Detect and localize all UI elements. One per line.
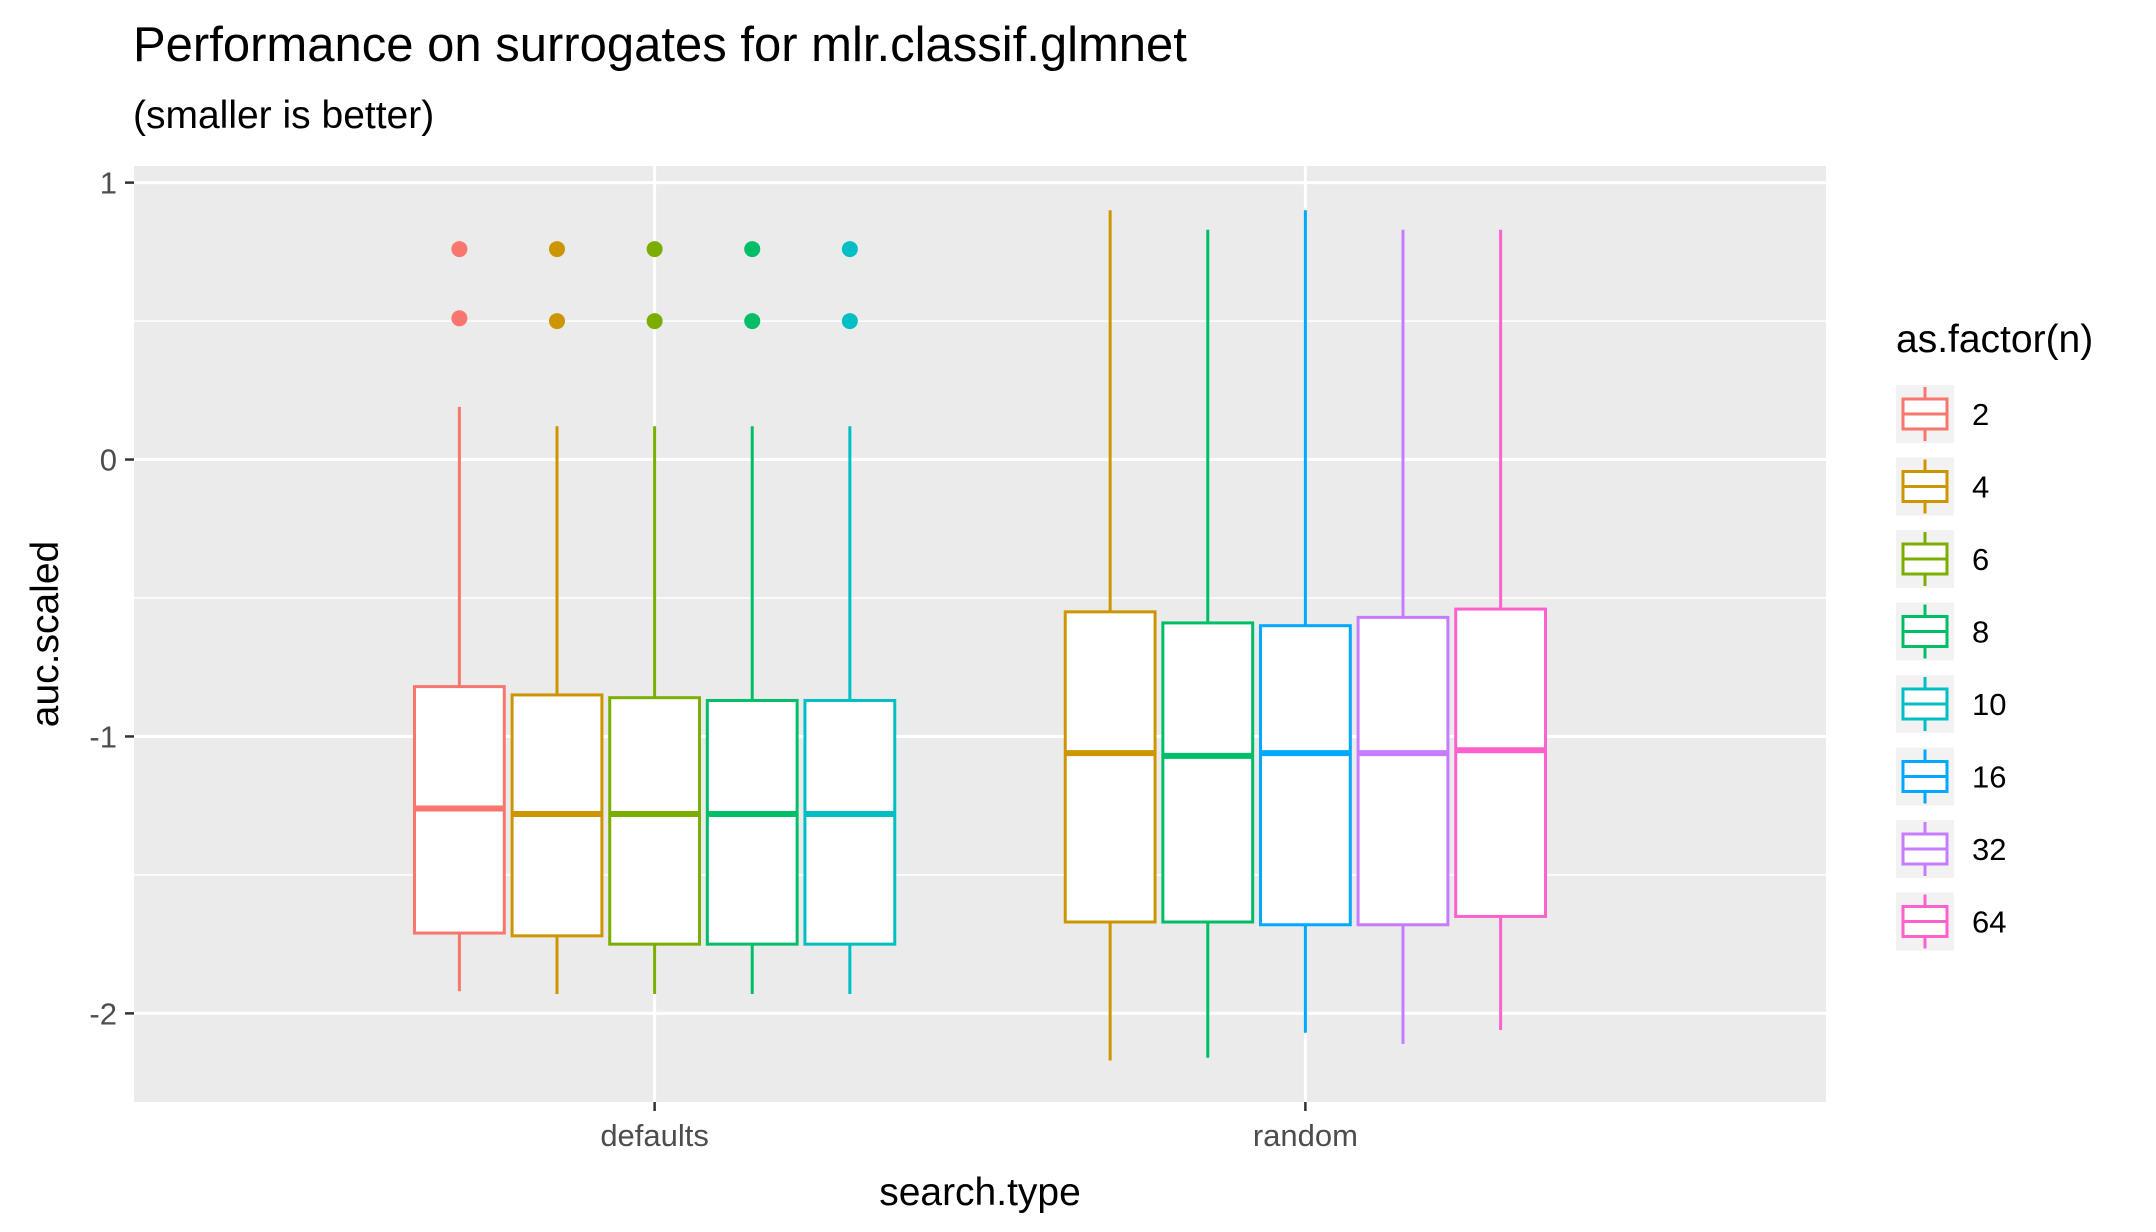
legend-key-10: 10 — [1896, 675, 2006, 733]
legend-key-4: 4 — [1896, 457, 1989, 516]
outlier-point — [744, 241, 761, 258]
legend-label: 8 — [1972, 615, 1989, 650]
y-axis: 1 0 -1 -2 — [89, 166, 134, 1031]
boxplot-random-n16 — [1258, 210, 1352, 1033]
legend-key-16: 16 — [1896, 747, 2006, 806]
legend-label: 2 — [1972, 397, 1989, 432]
boxplots — [412, 210, 1548, 1061]
chart-title: Performance on surrogates for mlr.classi… — [133, 18, 1187, 72]
legend: as.factor(n) 2 4 6 8 10 16 32 64 — [1896, 318, 2093, 951]
outlier-point — [744, 313, 761, 330]
legend-label: 10 — [1972, 687, 2006, 722]
box — [1258, 624, 1352, 927]
x-tick-label: random — [1253, 1118, 1358, 1153]
plot-panel — [134, 166, 1826, 1102]
legend-key-8: 8 — [1896, 602, 1989, 661]
legend-label: 64 — [1972, 905, 2006, 940]
boxplot-defaults-n10 — [803, 241, 897, 994]
box — [1454, 607, 1548, 918]
boxplot-defaults-n4 — [510, 241, 604, 994]
y-axis-title: auc.scaled — [24, 541, 67, 727]
boxplot-random-n4 — [1063, 210, 1157, 1061]
boxplot-defaults-n8 — [705, 241, 799, 994]
outlier-point — [841, 241, 858, 258]
box — [705, 698, 799, 946]
box — [1063, 610, 1157, 924]
legend-label: 16 — [1972, 760, 2006, 795]
legend-title: as.factor(n) — [1896, 318, 2093, 361]
chart-subtitle: (smaller is better) — [133, 94, 434, 137]
box — [803, 698, 897, 946]
outlier-point — [646, 313, 663, 330]
box — [1161, 621, 1255, 924]
y-tick-label: 0 — [100, 443, 117, 478]
outlier-point — [451, 241, 468, 258]
y-tick-label: -2 — [89, 996, 117, 1031]
outlier-point — [841, 313, 858, 330]
boxplot-defaults-n6 — [608, 241, 702, 994]
boxplot-random-n64 — [1454, 229, 1548, 1030]
boxplot-random-n32 — [1356, 229, 1450, 1044]
legend-key-64: 64 — [1896, 892, 2006, 951]
box — [1356, 615, 1450, 927]
x-axis: defaults random — [600, 1102, 1358, 1153]
legend-key-6: 6 — [1896, 530, 1989, 588]
y-tick-label: 1 — [100, 166, 117, 201]
box — [608, 696, 702, 946]
legend-label: 6 — [1972, 542, 1989, 577]
legend-key-2: 2 — [1896, 385, 1989, 443]
y-tick-label: -1 — [89, 719, 117, 754]
x-tick-label: defaults — [600, 1118, 709, 1153]
outlier-point — [549, 241, 565, 258]
x-axis-title: search.type — [879, 1171, 1081, 1214]
legend-label: 4 — [1972, 470, 1989, 505]
boxplot-defaults-n2 — [412, 241, 506, 992]
outlier-point — [451, 310, 468, 327]
outlier-point — [549, 313, 565, 330]
legend-label: 32 — [1972, 832, 2006, 867]
boxplot-random-n8 — [1161, 229, 1255, 1058]
outlier-point — [646, 241, 663, 258]
legend-key-32: 32 — [1896, 820, 2006, 878]
